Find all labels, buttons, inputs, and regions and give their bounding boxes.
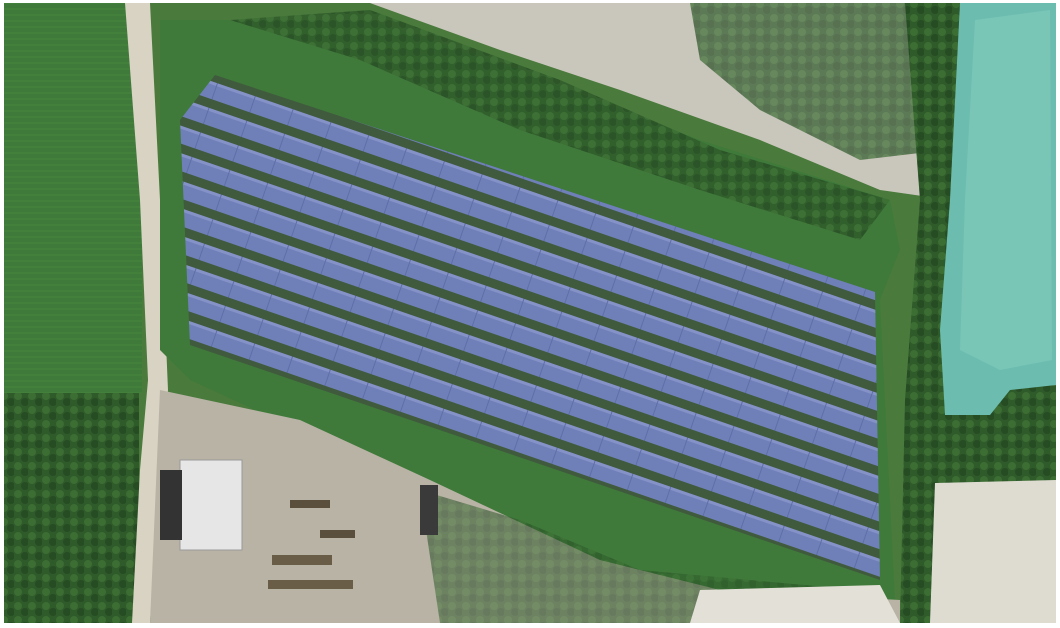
warehouse-roof [179, 459, 243, 551]
truck [272, 555, 332, 565]
truck [290, 500, 330, 508]
shed [420, 485, 438, 535]
solar-panel-array [180, 75, 880, 580]
quarry-vegetation [690, 3, 960, 160]
tree-line-top [230, 10, 890, 240]
truck [320, 530, 355, 538]
truck [268, 580, 353, 589]
warehouse-shadow [160, 470, 182, 540]
lake-shallows [960, 10, 1052, 370]
gravel-pile [690, 585, 900, 623]
gravel-yard [150, 390, 900, 623]
quarry-right [930, 480, 1056, 623]
forest-left [4, 393, 139, 623]
crop-field [4, 3, 142, 393]
